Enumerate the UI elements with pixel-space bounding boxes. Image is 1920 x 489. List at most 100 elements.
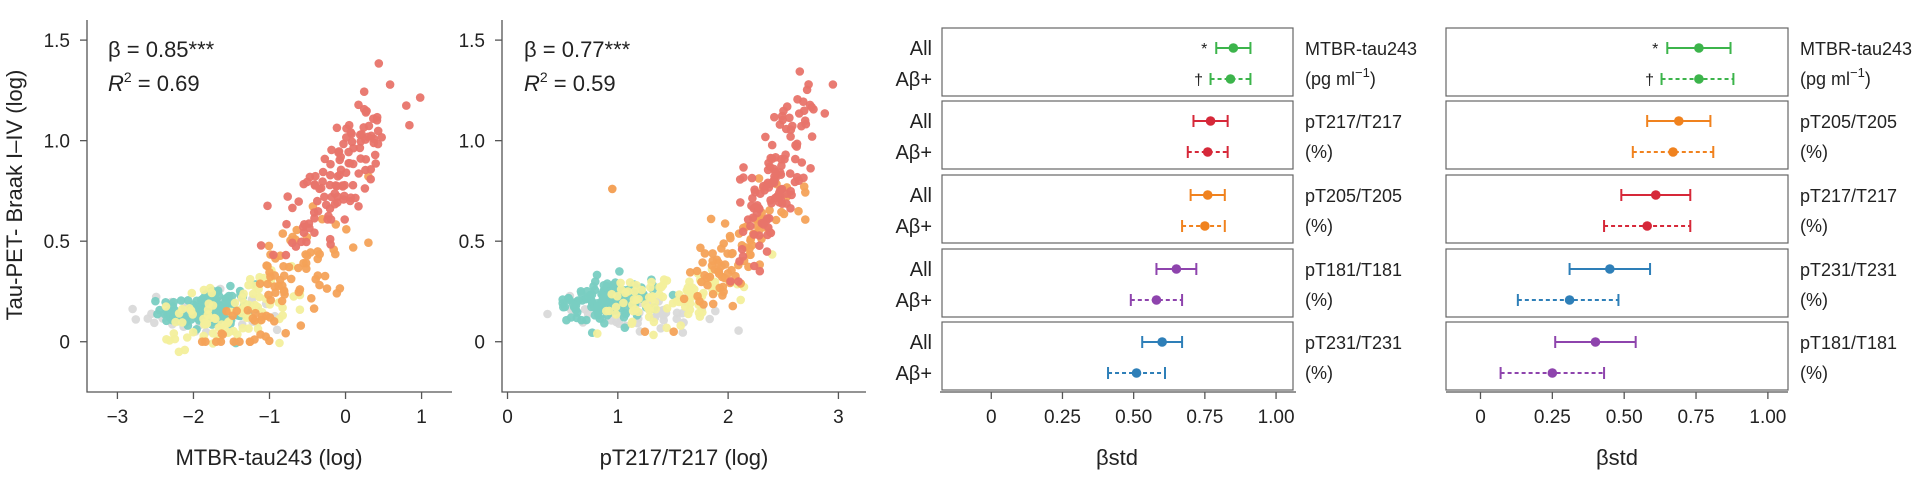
scatter-point xyxy=(735,175,745,184)
scatter-point xyxy=(355,143,365,153)
scatter-chart-pt217: 0 1 2 3 0 0.5 1.0 1.5 pT217/T217 (log) β = 0.7… xyxy=(459,20,866,470)
scatter-point xyxy=(265,268,274,277)
scatter-point xyxy=(332,289,342,298)
scatter-point xyxy=(359,87,369,96)
y-axis-ticks: 0 0.5 1.0 1.5 xyxy=(44,31,87,354)
scatter-point xyxy=(608,184,617,194)
scatter-point xyxy=(632,295,641,305)
r2-symbol: R xyxy=(108,71,124,96)
scatter-point xyxy=(233,330,242,339)
scatter-point xyxy=(174,347,184,357)
scatter-point xyxy=(340,191,349,201)
estimate-point xyxy=(1205,116,1216,126)
scatter-point xyxy=(592,270,602,280)
scatter-point xyxy=(662,323,671,333)
panel-unit-main: (%) xyxy=(1305,216,1333,236)
x-tick-label: 0 xyxy=(502,407,513,428)
x-tick-label: 0.25 xyxy=(1044,407,1081,428)
axis-frame xyxy=(86,20,452,393)
panel-unit: (%) xyxy=(1305,142,1333,162)
panel-unit: (%) xyxy=(1305,363,1333,383)
scatter-point xyxy=(256,241,266,250)
x-tick-label: 0 xyxy=(340,407,351,428)
scatter-point xyxy=(286,274,296,284)
r2-annotation: R2 = 0.59 xyxy=(524,69,616,96)
scatter-point xyxy=(371,159,381,168)
panel-frame xyxy=(941,248,1294,318)
forest-panels: *†MTBR-tau243(pg ml−1)pT205/T205(%)pT217… xyxy=(1445,27,1912,391)
scatter-point xyxy=(310,214,319,223)
scatter-point xyxy=(641,300,650,309)
panel-label: pT231/T231 xyxy=(1305,333,1402,353)
scatter-point xyxy=(737,244,747,254)
scatter-point xyxy=(187,288,197,298)
scatter-point xyxy=(266,295,276,305)
scatter-point xyxy=(672,308,682,318)
scatter-point xyxy=(633,307,643,317)
scatter-point xyxy=(566,313,576,322)
scatter-point xyxy=(780,154,789,164)
scatter-point xyxy=(320,192,329,202)
scatter-point xyxy=(302,264,311,274)
panel-label: pT205/T205 xyxy=(1800,112,1897,132)
x-axis-label: βstd xyxy=(1096,445,1138,470)
estimate-point xyxy=(1605,264,1615,274)
scatter-point xyxy=(777,111,787,121)
scatter-point xyxy=(239,289,248,299)
y-tick-label: 0.5 xyxy=(44,232,70,253)
scatter-point xyxy=(244,324,253,333)
scatter-point xyxy=(787,190,796,200)
row-label: Aβ+ xyxy=(895,290,932,312)
scatter-point xyxy=(708,299,718,309)
scatter-point xyxy=(232,306,241,316)
estimate-point xyxy=(1202,147,1213,157)
scatter-point xyxy=(776,185,785,195)
scatter-point xyxy=(302,251,312,260)
x-tick-label: 0.75 xyxy=(1678,407,1715,428)
panel-unit: (%) xyxy=(1800,363,1828,383)
scatter-point xyxy=(348,243,358,252)
scatter-point xyxy=(593,302,602,312)
scatter-point xyxy=(708,249,717,258)
panel-unit-main: (%) xyxy=(1305,363,1333,383)
scatter-point xyxy=(770,112,779,122)
scatter-point xyxy=(611,310,621,319)
panel-frame xyxy=(1445,27,1789,97)
panel-unit-main: (pg ml xyxy=(1800,69,1850,89)
y-tick-label: 1.0 xyxy=(459,132,485,153)
scatter-point xyxy=(201,337,210,347)
scatter-point xyxy=(313,247,323,256)
scatter-point xyxy=(611,302,621,312)
scatter-point xyxy=(294,263,303,273)
x-axis-ticks: 0 0.25 0.50 0.75 1.00 xyxy=(986,392,1295,428)
forest-panel: pT181/T181 (%) xyxy=(1445,321,1897,391)
scatter-point xyxy=(292,225,302,235)
scatter-point xyxy=(309,304,319,313)
scatter-point xyxy=(705,314,714,324)
scatter-point xyxy=(295,305,305,315)
scatter-point xyxy=(786,204,795,213)
scatter-point xyxy=(169,329,179,338)
scatter-point xyxy=(299,228,309,237)
panel-unit-sup: −1 xyxy=(1850,65,1865,80)
scatter-point xyxy=(330,199,340,209)
scatter-point xyxy=(669,327,678,337)
panel-label: pT205/T205 xyxy=(1305,186,1402,206)
r2-superscript: 2 xyxy=(124,69,132,85)
scatter-point xyxy=(828,80,838,89)
scatter-point xyxy=(714,269,724,279)
scatter-point xyxy=(332,123,342,133)
scatter-point xyxy=(615,267,624,276)
scatter-point xyxy=(377,133,387,142)
scatter-point xyxy=(754,231,764,240)
scatter-point xyxy=(320,271,330,281)
scatter-point xyxy=(764,214,774,223)
scatter-point xyxy=(676,321,685,330)
estimate-point xyxy=(1668,147,1678,157)
scatter-point xyxy=(739,163,748,172)
scatter-point xyxy=(680,302,690,312)
scatter-point xyxy=(754,174,764,183)
scatter-point xyxy=(385,80,395,89)
estimate-point xyxy=(1200,221,1210,231)
row-label: Aβ+ xyxy=(895,142,932,164)
